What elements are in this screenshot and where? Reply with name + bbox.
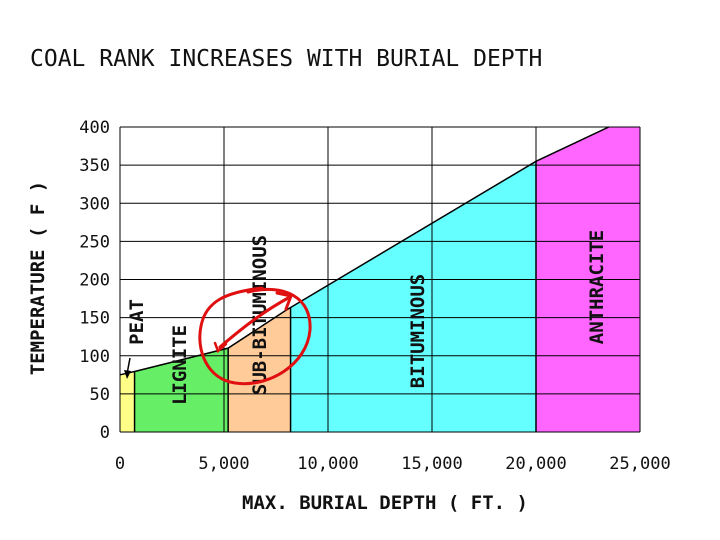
zone-label-peat: PEAT (126, 299, 148, 345)
y-tick-label: 50 (90, 385, 110, 405)
zone-label-anthracite: ANTHRACITE (586, 230, 608, 344)
x-tick-label: 15,000 (401, 454, 462, 474)
y-tick-label: 400 (79, 118, 110, 138)
y-tick-label: 250 (79, 232, 110, 252)
x-tick-label: 0 (115, 454, 125, 474)
zone-peat (120, 371, 135, 432)
zone-bituminous (290, 161, 536, 432)
ticks-layer: 0 5,000 10,000 15,000 20,000 25,000 0 50 100 150 2… (79, 118, 670, 474)
y-tick-label: 200 (79, 271, 110, 291)
chart-title: COAL RANK INCREASES WITH BURIAL DEPTH (30, 46, 542, 72)
y-tick-label: 0 (100, 423, 110, 443)
x-axis-label: MAX. BURIAL DEPTH ( FT. ) (242, 492, 528, 514)
annotation-layer (124, 286, 312, 386)
boundary-line (119, 126, 610, 376)
red-arrowhead (275, 291, 293, 311)
y-axis-label: TEMPERATURE ( F ) (27, 181, 49, 375)
x-tick-label: 10,000 (297, 454, 358, 474)
y-tick-label: 300 (79, 194, 110, 214)
peat-pointer-arrowhead (124, 370, 131, 379)
zone-lignite (134, 348, 229, 432)
red-arrow-shaft (218, 295, 292, 349)
red-circle-annotation (198, 286, 312, 386)
x-tick-label: 5,000 (198, 454, 249, 474)
y-tick-label: 100 (79, 347, 110, 367)
grid-layer (119, 126, 641, 433)
zone-label-lignite: LIGNITE (169, 325, 191, 405)
red-arrow-tail (213, 341, 228, 354)
line-layer (119, 126, 610, 376)
y-tick-label: 350 (79, 156, 110, 176)
y-tick-label: 150 (79, 309, 110, 329)
x-tick-label: 25,000 (609, 454, 670, 474)
zone-label-bituminous: BITUMINOUS (407, 274, 429, 388)
x-tick-label: 20,000 (505, 454, 566, 474)
